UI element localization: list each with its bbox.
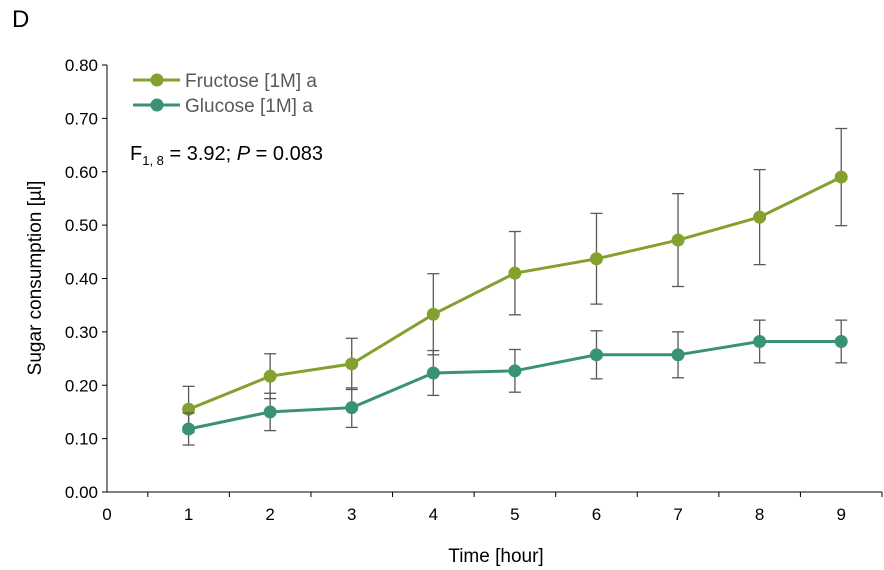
x-tick-label: 6 [592,505,601,524]
stat-p-value: = 0.083 [250,143,323,165]
x-axis-title: Time [hour] [448,546,543,567]
point-fructose [345,357,359,371]
y-tick-label: 0.50 [65,216,98,235]
point-glucose [589,348,603,362]
y-tick-label: 0.00 [65,483,98,502]
point-glucose [263,405,277,419]
point-glucose [508,364,522,378]
y-tick-label: 0.10 [65,430,98,449]
point-fructose [426,307,440,321]
point-glucose [671,348,685,362]
x-tick-label: 3 [347,505,356,524]
legend: Fructose [1M] a Glucose [1M] a [133,71,317,117]
x-tick-label: 8 [755,505,764,524]
point-fructose [671,233,685,247]
x-tick-label: 0 [102,505,111,524]
point-glucose [345,401,359,415]
y-tick-label: 0.70 [65,109,98,128]
statistics-annotation: F1, 8 = 3.92; P = 0.083 [130,143,323,168]
point-glucose [426,366,440,380]
x-tick-label: 2 [265,505,274,524]
stat-f-subscript: 1, 8 [142,153,164,168]
point-fructose [508,266,522,280]
legend-marker-fructose [150,73,164,87]
point-fructose [753,210,767,224]
y-axis-title: Sugar consumption [µl] [25,181,46,376]
legend-marker-glucose [150,98,164,112]
x-tick-label: 7 [673,505,682,524]
series-glucose [182,319,848,446]
y-tick-label: 0.30 [65,323,98,342]
series-fructose [182,127,848,433]
point-glucose [182,422,196,436]
y-tick-label: 0.80 [65,56,98,75]
point-fructose [589,252,603,266]
legend-label-glucose: Glucose [1M] a [185,96,313,117]
stat-f-symbol: F [130,143,142,165]
y-tick-label: 0.20 [65,376,98,395]
x-tick-label: 5 [510,505,519,524]
point-fructose [263,369,277,383]
point-glucose [753,334,767,348]
y-tick-label: 0.40 [65,270,98,289]
legend-label-fructose: Fructose [1M] a [185,71,317,92]
x-tick-label: 9 [836,505,845,524]
legend-item-glucose: Glucose [1M] a [133,96,313,117]
stat-f-value: = 3.92; [164,143,237,165]
x-tick-label: 1 [184,505,193,524]
point-glucose [834,334,848,348]
point-fructose [834,170,848,184]
panel-label: D [12,6,30,33]
y-tick-label: 0.60 [65,163,98,182]
axes [106,65,882,493]
x-tick-label: 4 [429,505,438,524]
y-axis-ticks: 0.00 0.10 0.20 0.30 0.40 0.50 0.60 0.70 0.80 [65,56,107,502]
legend-item-fructose: Fructose [1M] a [133,71,317,92]
stat-p-symbol: P [237,143,251,165]
series-layer [182,127,848,446]
x-axis-ticks: 0 1 2 3 4 5 6 7 8 9 [102,492,883,524]
